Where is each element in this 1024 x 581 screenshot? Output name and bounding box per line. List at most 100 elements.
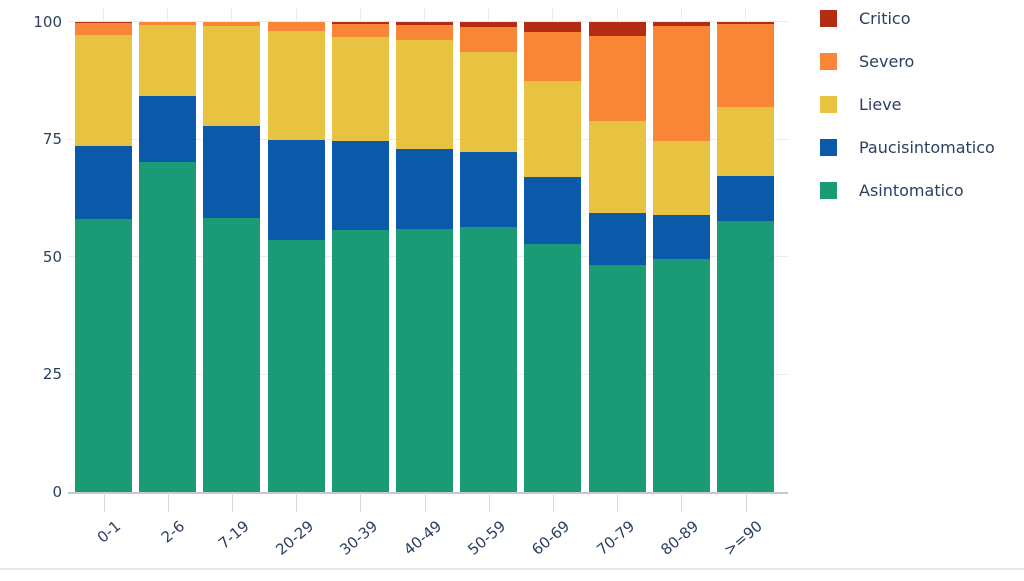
bar-segment-critico-80-89[interactable]	[652, 21, 710, 27]
bar-segment-asintomatico-40-49[interactable]	[396, 228, 453, 492]
bar-segment-paucisintomatico-20-29[interactable]	[267, 139, 325, 240]
x-tick-label-7-19: 7-19	[214, 517, 253, 553]
x-tick-label-2-6: 2-6	[157, 517, 189, 547]
y-tick-label-25: 25	[42, 365, 62, 384]
bar-segment-paucisintomatico-80-89[interactable]	[652, 214, 710, 260]
legend-item-critico[interactable]: Critico	[820, 10, 995, 27]
legend-label-paucisintomatico: Paucisintomatico	[859, 138, 995, 157]
bar->=90	[717, 21, 774, 493]
legend-item-lieve[interactable]: Lieve	[820, 96, 995, 113]
x-tick-label-60-69: 60-69	[528, 517, 574, 559]
bar-segment-lieve-7-19[interactable]	[203, 26, 261, 126]
x-tick-label-20-29: 20-29	[271, 517, 317, 559]
bar-segment-paucisintomatico-0-1[interactable]	[75, 145, 132, 220]
bottom-divider	[0, 568, 1024, 570]
bar-segment-paucisintomatico-7-19[interactable]	[203, 125, 261, 218]
bar-segment-lieve-20-29[interactable]	[267, 30, 325, 140]
bar-segment-severo-30-39[interactable]	[331, 23, 389, 38]
bar-segment-asintomatico->=90[interactable]	[717, 220, 774, 492]
y-tick-label-50: 50	[42, 247, 62, 266]
bar-segment-severo->=90[interactable]	[717, 23, 774, 108]
bar-20-29	[267, 21, 325, 493]
legend-item-severo[interactable]: Severo	[820, 53, 995, 70]
x-tick-label-30-39: 30-39	[335, 517, 381, 559]
bar-segment-lieve-40-49[interactable]	[396, 40, 453, 149]
legend-swatch-lieve	[820, 96, 837, 113]
bar-segment-lieve-60-69[interactable]	[524, 81, 582, 178]
x-tick-80-89	[681, 493, 683, 512]
bar-segment-severo-0-1[interactable]	[75, 23, 132, 36]
bar-segment-lieve->=90[interactable]	[717, 107, 774, 176]
bar-segment-critico-30-39[interactable]	[331, 21, 389, 24]
bar-segment-asintomatico-7-19[interactable]	[203, 217, 261, 492]
bar-segment-lieve-2-6[interactable]	[139, 25, 197, 96]
legend-label-critico: Critico	[859, 9, 911, 28]
bar-segment-paucisintomatico-50-59[interactable]	[460, 152, 518, 228]
bar-60-69	[524, 21, 582, 493]
legend: Critico Severo Lieve Paucisintomatico Asinto…	[820, 10, 995, 225]
bar-segment-lieve-0-1[interactable]	[75, 35, 132, 146]
x-tick-label-40-49: 40-49	[400, 517, 446, 559]
x-tick-50-59	[488, 493, 490, 512]
bar-segment-paucisintomatico->=90[interactable]	[717, 175, 774, 221]
bar-70-79	[588, 21, 646, 493]
bar-segment-paucisintomatico-2-6[interactable]	[139, 95, 197, 163]
x-tick-label-50-59: 50-59	[464, 517, 510, 559]
bar-0-1	[75, 21, 132, 493]
bar-segment-critico-70-79[interactable]	[588, 21, 646, 37]
bar-segment-lieve-70-79[interactable]	[588, 121, 646, 213]
bar-segment-asintomatico-20-29[interactable]	[267, 239, 325, 492]
x-tick-2-6	[167, 493, 169, 512]
bar-segment-paucisintomatico-70-79[interactable]	[588, 212, 646, 266]
bar-segment-critico-50-59[interactable]	[460, 21, 518, 28]
bar-segment-paucisintomatico-30-39[interactable]	[331, 140, 389, 230]
legend-label-lieve: Lieve	[859, 95, 902, 114]
bar-segment-lieve-80-89[interactable]	[652, 140, 710, 215]
legend-label-asintomatico: Asintomatico	[859, 181, 964, 200]
bar-segment-paucisintomatico-60-69[interactable]	[524, 177, 582, 244]
bar-segment-severo-60-69[interactable]	[524, 32, 582, 82]
bar-segment-critico-0-1[interactable]	[75, 21, 132, 24]
legend-item-asintomatico[interactable]: Asintomatico	[820, 182, 995, 199]
bar-segment-severo-80-89[interactable]	[652, 26, 710, 141]
bar-segment-severo-7-19[interactable]	[203, 21, 261, 27]
bar-segment-critico-60-69[interactable]	[524, 21, 582, 33]
bar-30-39	[331, 21, 389, 493]
bar-segment-severo-70-79[interactable]	[588, 36, 646, 122]
bar-segment-severo-20-29[interactable]	[267, 21, 325, 31]
x-tick-label-0-1: 0-1	[93, 517, 125, 547]
bar-segment-severo-50-59[interactable]	[460, 27, 518, 52]
bar-segment-asintomatico-30-39[interactable]	[331, 229, 389, 492]
x-tick-0-1	[103, 493, 105, 512]
bar-segment-asintomatico-70-79[interactable]	[588, 265, 646, 492]
bar-segment-critico-40-49[interactable]	[396, 21, 453, 25]
bar-segment-lieve-50-59[interactable]	[460, 51, 518, 153]
x-axis-line	[68, 492, 788, 494]
bar-segment-asintomatico-0-1[interactable]	[75, 219, 132, 492]
bar-80-89	[652, 21, 710, 493]
bar-segment-asintomatico-50-59[interactable]	[460, 227, 518, 492]
legend-swatch-critico	[820, 10, 837, 27]
x-tick-40-49	[424, 493, 426, 512]
x-tick-30-39	[360, 493, 362, 512]
x-tick-label-80-89: 80-89	[656, 517, 702, 559]
bar-segment-paucisintomatico-40-49[interactable]	[396, 148, 453, 229]
bar-segment-asintomatico-80-89[interactable]	[652, 259, 710, 492]
bar-segment-critico->=90[interactable]	[717, 21, 774, 24]
bar-2-6	[139, 21, 197, 493]
bar-segment-lieve-30-39[interactable]	[331, 37, 389, 141]
x-tick-60-69	[552, 493, 554, 512]
legend-swatch-asintomatico	[820, 182, 837, 199]
x-tick-label-70-79: 70-79	[592, 517, 638, 559]
x-tick-label->=90: >=90	[720, 517, 767, 560]
bar-segment-asintomatico-2-6[interactable]	[139, 162, 197, 492]
bar-50-59	[460, 21, 518, 493]
bar-segment-severo-2-6[interactable]	[139, 21, 197, 26]
legend-item-paucisintomatico[interactable]: Paucisintomatico	[820, 139, 995, 156]
bar-7-19	[203, 21, 261, 493]
bar-segment-asintomatico-60-69[interactable]	[524, 244, 582, 492]
x-tick-70-79	[617, 493, 619, 512]
y-tick-label-0: 0	[52, 483, 62, 501]
bar-segment-severo-40-49[interactable]	[396, 24, 453, 41]
